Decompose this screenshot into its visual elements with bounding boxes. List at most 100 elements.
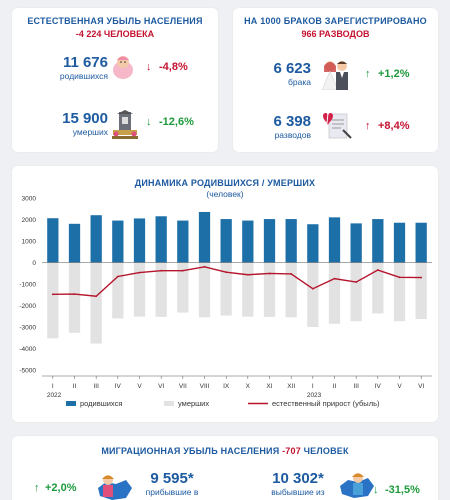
x-tick-label: I bbox=[52, 383, 54, 390]
deaths-bar bbox=[350, 262, 362, 322]
natural-growth-point bbox=[355, 281, 358, 283]
births-bar bbox=[198, 211, 211, 263]
y-tick-label: -2000 bbox=[19, 303, 36, 310]
births-bar bbox=[263, 219, 276, 263]
natural-growth-point bbox=[160, 269, 163, 272]
arrivals-change: +2,0% bbox=[45, 482, 77, 494]
deaths-bar bbox=[393, 262, 406, 322]
deaths-bar bbox=[47, 262, 59, 339]
natural-growth-point bbox=[398, 276, 401, 279]
year-label-2022: 2022 bbox=[47, 392, 62, 399]
arrivals-change-arrow-icon: ↑ bbox=[34, 482, 40, 494]
births-bar bbox=[393, 222, 406, 263]
y-tick-label: -1000 bbox=[19, 282, 36, 289]
marriages-title: НА 1000 БРАКОВ ЗАРЕГИСТРИРОВАНО bbox=[244, 16, 427, 26]
births-bar bbox=[307, 224, 319, 263]
births-bar bbox=[220, 219, 232, 263]
deaths-bar bbox=[220, 262, 232, 316]
births-bar bbox=[47, 218, 59, 263]
legend-growth-label: естественный прирост (убыль) bbox=[272, 399, 380, 408]
deaths-bar bbox=[90, 262, 102, 344]
births-bar bbox=[328, 217, 341, 263]
marriages-change-arrow-icon: ↑ bbox=[365, 68, 371, 80]
y-tick-label: -3000 bbox=[19, 325, 36, 332]
y-tick-label: 1000 bbox=[22, 239, 37, 246]
marriages-card: НА 1000 БРАКОВ ЗАРЕГИСТРИРОВАНО 966 РАЗВ… bbox=[233, 8, 438, 152]
deaths-bar bbox=[112, 262, 124, 319]
deaths-bar bbox=[198, 262, 211, 318]
natural-decline-title: ЕСТЕСТВЕННАЯ УБЫЛЬ НАСЕЛЕНИЯ bbox=[27, 16, 203, 26]
deaths-value: 15 900 bbox=[62, 110, 108, 127]
natural-growth-point bbox=[181, 269, 184, 272]
baby-icon bbox=[113, 56, 133, 79]
x-tick-label: X bbox=[246, 383, 251, 390]
x-tick-label: XII bbox=[287, 383, 295, 390]
x-tick-label: VI bbox=[158, 383, 164, 390]
y-tick-label: 3000 bbox=[22, 196, 37, 203]
births-value: 11 676 bbox=[62, 54, 108, 71]
arrivals-value: 9 595* bbox=[150, 470, 194, 487]
births-bar bbox=[68, 223, 81, 263]
migration-title-value: -707 bbox=[282, 446, 301, 456]
births-change-arrow-icon: ↓ bbox=[146, 61, 152, 73]
deaths-label: умерших bbox=[72, 127, 108, 137]
deaths-change: -12,6% bbox=[159, 116, 194, 128]
y-tick-label: -5000 bbox=[19, 368, 36, 375]
births-bar bbox=[133, 218, 146, 263]
deaths-bar bbox=[415, 262, 427, 320]
births-bar bbox=[242, 220, 254, 263]
natural-growth-point bbox=[311, 287, 314, 290]
births-bar bbox=[285, 219, 297, 263]
births-bar bbox=[350, 223, 362, 263]
y-tick-label: 2000 bbox=[22, 217, 37, 224]
births-bar bbox=[372, 219, 384, 263]
natural-decline-card: ЕСТЕСТВЕННАЯ УБЫЛЬ НАСЕЛЕНИЯ -4 224 ЧЕЛО… bbox=[12, 8, 218, 152]
deaths-bar bbox=[155, 262, 167, 317]
natural-growth-point bbox=[246, 273, 249, 276]
x-tick-label: V bbox=[397, 383, 402, 390]
natural-growth-point bbox=[95, 295, 98, 298]
marriages-subtitle: 966 РАЗВОДОВ bbox=[301, 29, 370, 39]
natural-growth-point bbox=[51, 293, 54, 296]
marriages-change: +1,2% bbox=[378, 68, 410, 80]
departures-people-map-icon bbox=[340, 473, 374, 498]
divorces-change-arrow-icon: ↑ bbox=[365, 120, 371, 132]
y-tick-label: 0 bbox=[32, 260, 36, 267]
births-bar bbox=[90, 215, 102, 263]
births-bar bbox=[155, 216, 167, 263]
departures-label: выбывшие из bbox=[271, 487, 325, 497]
x-tick-label: II bbox=[73, 383, 77, 390]
natural-growth-point bbox=[116, 275, 119, 278]
natural-decline-subtitle: -4 224 ЧЕЛОВЕКА bbox=[75, 29, 155, 39]
chart-subtitle: (человек) bbox=[206, 189, 244, 199]
legend-deaths-label: умерших bbox=[178, 399, 209, 408]
x-tick-label: VIII bbox=[200, 383, 210, 390]
x-tick-label: III bbox=[353, 383, 359, 390]
departures-change: -31,5% bbox=[385, 484, 420, 496]
deaths-bar bbox=[372, 262, 384, 314]
x-tick-label: I bbox=[312, 383, 314, 390]
divorces-label: разводов bbox=[274, 130, 311, 140]
migration-title-suffix: ЧЕЛОВЕК bbox=[303, 446, 349, 456]
natural-growth-point bbox=[376, 269, 379, 271]
births-label: родившихся bbox=[59, 71, 108, 81]
chart-card: ДИНАМИКА РОДИВШИХСЯ / УМЕРШИХ (человек) … bbox=[12, 166, 438, 422]
arrivals-label: прибывшие в bbox=[145, 487, 199, 497]
divorces-value: 6 398 bbox=[273, 113, 311, 130]
natural-growth-point bbox=[203, 265, 206, 268]
legend-births-swatch bbox=[66, 401, 76, 406]
natural-growth-point bbox=[290, 272, 293, 275]
year-label-2023: 2023 bbox=[307, 392, 322, 399]
natural-growth-line bbox=[52, 266, 422, 297]
x-tick-label: V bbox=[137, 383, 142, 390]
deaths-bar bbox=[307, 262, 319, 327]
migration-card: МИГРАЦИОННАЯ УБЫЛЬ НАСЕЛЕНИЯ -707 ЧЕЛОВЕ… bbox=[12, 436, 438, 500]
deaths-bar bbox=[285, 262, 297, 318]
natural-growth-point bbox=[138, 271, 141, 274]
chart-title: ДИНАМИКА РОДИВШИХСЯ / УМЕРШИХ bbox=[134, 178, 316, 188]
wedding-couple-icon bbox=[321, 61, 348, 90]
deaths-bar bbox=[242, 262, 254, 317]
natural-growth-point bbox=[225, 271, 228, 274]
x-tick-label: VII bbox=[179, 383, 187, 390]
